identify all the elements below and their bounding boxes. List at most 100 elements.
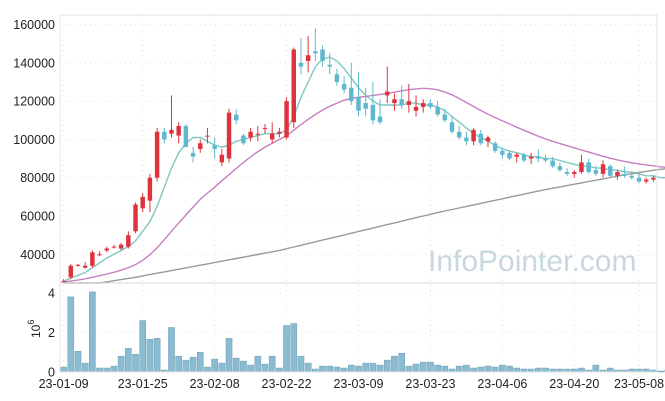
candle-body: [600, 164, 606, 174]
candle-body: [233, 114, 239, 121]
volume-bar: [261, 363, 269, 373]
candle-body: [572, 171, 577, 174]
candle-body: [162, 131, 167, 140]
volume-bar: [168, 327, 175, 373]
candle-body: [241, 135, 246, 144]
candle-body: [622, 173, 627, 176]
candle-body: [406, 101, 412, 105]
candle-body: [550, 160, 555, 167]
candle-body: [500, 150, 505, 155]
moving-average-lines: [63, 56, 665, 284]
volume-tick-label: 2: [48, 326, 55, 340]
volume-bar: [139, 320, 147, 373]
candle-body: [471, 129, 476, 142]
volume-bar: [153, 338, 161, 373]
volume-bar: [117, 355, 125, 373]
x-tick-label: 23-04-20: [549, 377, 599, 391]
x-tick-label: 23-01-25: [118, 377, 168, 391]
candle-body: [334, 74, 340, 82]
moving-average-line-3: [63, 168, 665, 284]
volume-bar: [225, 338, 233, 373]
price-tick-label: 160000: [13, 18, 55, 32]
candle-body: [564, 171, 570, 174]
candle-body: [248, 131, 253, 138]
volume-bar: [196, 351, 204, 373]
volume-bar: [434, 364, 441, 373]
candle-body: [118, 244, 124, 249]
candle-body: [183, 126, 189, 148]
candle-body: [507, 152, 512, 159]
candle-body: [536, 156, 541, 159]
candle-body: [313, 51, 318, 54]
volume-bar: [204, 366, 211, 373]
volume-bars: [60, 291, 665, 373]
price-tick-label: 60000: [20, 210, 55, 224]
candle-body: [435, 106, 440, 115]
volume-bar: [247, 364, 254, 373]
volume-bar: [319, 365, 326, 373]
candle-body: [651, 177, 656, 180]
candle-body: [305, 55, 311, 61]
x-tick-label: 23-02-22: [262, 377, 312, 391]
volume-unit-base: 10: [29, 324, 43, 338]
candle-body: [147, 177, 153, 201]
candle-body: [284, 101, 289, 138]
candle-body: [615, 171, 620, 176]
volume-bar: [333, 366, 341, 373]
candle-body: [212, 145, 217, 149]
candle-body: [205, 135, 210, 137]
candle-body: [255, 133, 261, 135]
volume-bar: [484, 365, 492, 373]
volume-bar: [304, 362, 312, 373]
candle-body: [608, 166, 613, 176]
volume-bar: [499, 364, 506, 373]
candle-body: [485, 137, 491, 142]
volume-bar: [535, 367, 542, 373]
candle-body: [370, 104, 376, 121]
volume-bar: [441, 365, 449, 373]
volume-bar: [427, 361, 434, 373]
volume-bar: [369, 362, 377, 373]
volume-bar: [240, 360, 247, 373]
candle-body: [492, 143, 498, 151]
candle-body: [557, 166, 563, 171]
volume-unit-label: 106: [26, 320, 43, 338]
volume-bar: [412, 363, 420, 373]
volume-bar: [463, 364, 470, 373]
x-tick-label: 23-03-09: [333, 377, 383, 391]
price-tick-label: 80000: [20, 171, 55, 185]
candle-body: [61, 281, 66, 283]
candle-body: [82, 265, 88, 268]
candle-body: [521, 154, 527, 161]
volume-tick-label: 0: [48, 366, 55, 380]
candle-body: [327, 64, 332, 67]
volume-bar: [592, 364, 600, 373]
volume-bar: [290, 323, 298, 373]
volume-bar: [383, 359, 391, 373]
volume-unit-exponent: 6: [26, 320, 36, 325]
volume-bar: [398, 352, 405, 373]
volume-bar: [455, 365, 463, 373]
candle-body: [586, 162, 591, 172]
volume-bar: [60, 366, 67, 373]
candle-body: [320, 49, 325, 61]
volume-bar: [391, 355, 398, 373]
candle-body: [219, 154, 225, 163]
candle-body: [478, 133, 484, 144]
volume-bar: [96, 367, 103, 373]
watermark: InfoPointer.com: [428, 245, 636, 278]
volume-bar: [362, 362, 369, 373]
candle-body: [133, 204, 138, 232]
volume-bar: [513, 367, 521, 373]
volume-bar: [355, 365, 362, 373]
volume-bar: [110, 365, 118, 373]
candle-body: [97, 254, 102, 256]
candle-body: [198, 143, 203, 149]
candle-body: [190, 152, 196, 157]
volume-bar: [74, 350, 82, 373]
chart-border: [59, 14, 658, 373]
volume-bar: [491, 366, 499, 373]
moving-average-line-2: [63, 87, 665, 283]
price-tick-label: 140000: [13, 56, 55, 70]
volume-bar: [283, 325, 290, 373]
